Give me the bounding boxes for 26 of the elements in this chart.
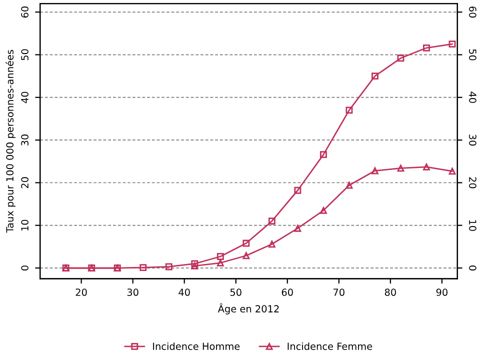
y2-tick-label: 40 — [469, 92, 476, 103]
x-tick-label: 20 — [76, 288, 87, 296]
x-tick-label: 50 — [230, 288, 242, 296]
y-tick-label: 60 — [21, 6, 28, 18]
legend-label: Incidence Homme — [153, 342, 240, 350]
y2-tick-label: 60 — [469, 6, 476, 18]
legend-label: Incidence Femme — [288, 342, 372, 350]
y-tick-label: 20 — [21, 177, 28, 188]
x-axis-title: Âge en 2012 — [218, 303, 279, 314]
y-tick-label: 30 — [21, 134, 28, 146]
y2-tick-label: 20 — [469, 177, 476, 188]
y-axis-title: Taux pour 100 000 personnes-années — [6, 50, 16, 233]
y2-tick-label: 10 — [469, 220, 476, 231]
x-tick-label: 60 — [282, 288, 293, 296]
y2-tick-label: 50 — [469, 49, 476, 60]
x-tick-label: 80 — [384, 288, 396, 296]
y-tick-label: 40 — [21, 92, 28, 104]
y2-tick-label: 0 — [469, 266, 476, 270]
y-tick-label: 0 — [21, 266, 28, 270]
x-tick-label: 30 — [127, 288, 138, 296]
x-tick-label: 70 — [334, 288, 344, 296]
y-tick-label: 10 — [21, 220, 28, 230]
x-tick-label: 40 — [178, 288, 190, 296]
y-tick-label: 50 — [21, 49, 28, 60]
x-tick-label: 90 — [436, 288, 448, 296]
y2-tick-label: 30 — [469, 134, 476, 146]
